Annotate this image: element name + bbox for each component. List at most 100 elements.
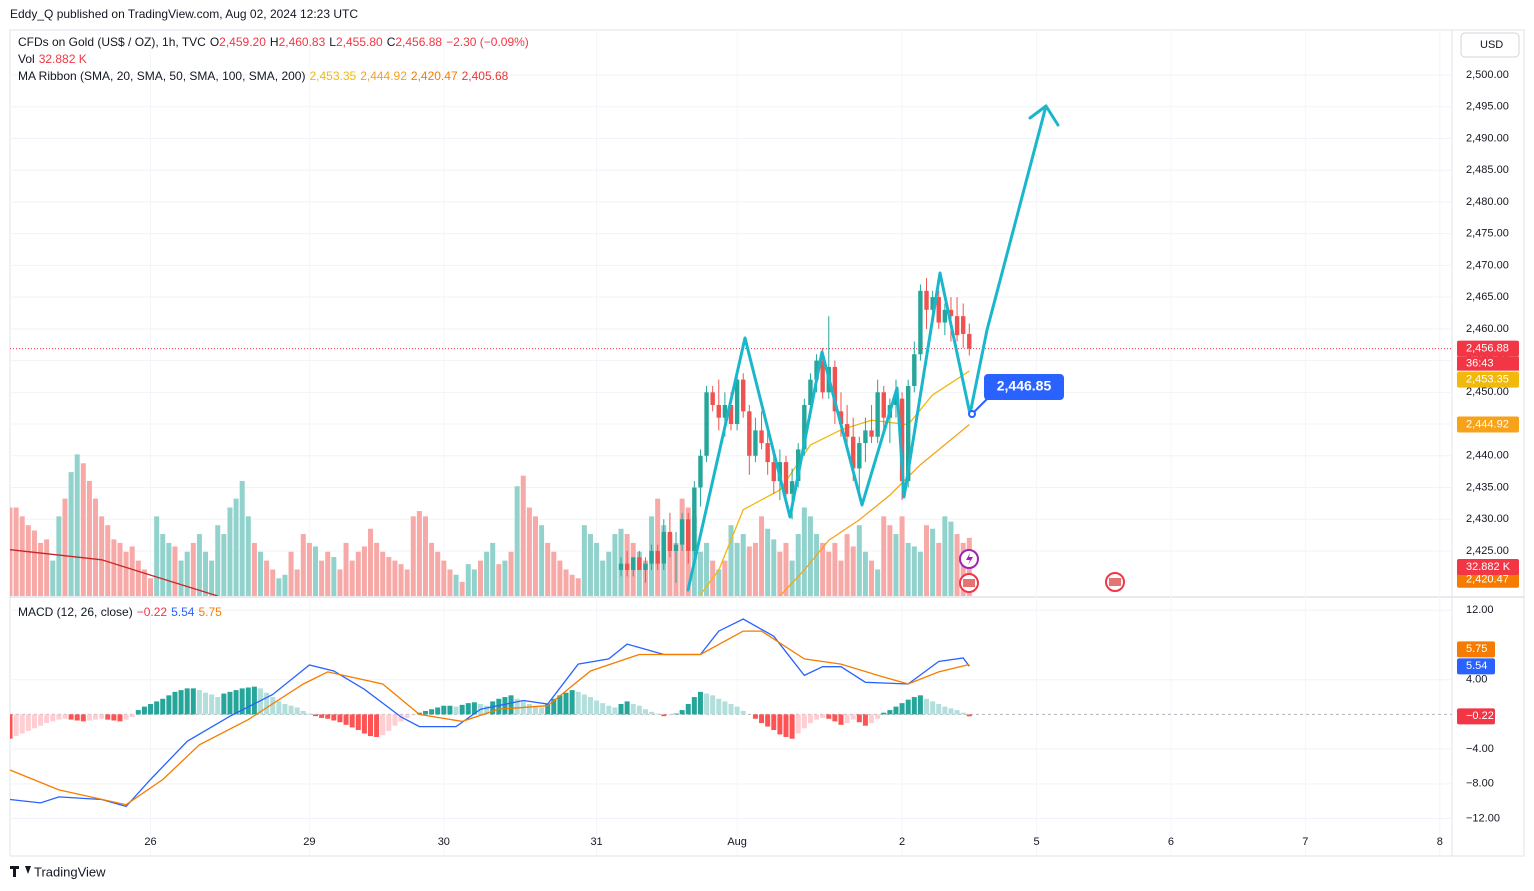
volume-bar [355,551,361,596]
price-tag-label: 2,456.88 [1466,343,1509,355]
y-tick-label: 2,450.00 [1466,386,1509,398]
volume-bar [129,546,135,596]
macd-histogram-bar [380,714,386,736]
candle-body [942,309,948,323]
y-tick-label: 2,430.00 [1466,513,1509,525]
macd-histogram-bar [649,711,655,715]
currency: USD [1480,39,1503,51]
volume-bar [245,516,251,596]
macd-histogram-bar [13,714,19,737]
price-tag-label: 2,453.35 [1466,374,1509,386]
macd-histogram-bar [10,714,13,739]
macd-histogram-bar [172,691,178,715]
macd-histogram-bar [44,714,50,724]
volume-bar [190,542,196,596]
macd-histogram-bar [123,714,129,720]
macd-histogram-bar [264,692,270,715]
volume-bar [636,551,642,596]
macd-histogram-bar [789,714,795,739]
candle-body [948,309,954,317]
macd-histogram-bar [759,714,765,724]
y-tick-label: 12.00 [1466,604,1494,616]
candle-body [667,531,673,551]
macd-histogram-bar [630,704,636,715]
volume-bar [135,560,141,596]
macd-histogram-bar [86,714,92,721]
macd-histogram-bar [771,714,777,731]
volume-bar [374,542,380,596]
volume-bar [325,551,331,596]
volume-bar [166,542,172,596]
volume-bar [337,569,343,596]
volume-bar [319,560,325,596]
y-tick-label: −12.00 [1466,812,1500,824]
volume-bar [258,551,264,596]
volume-bar [56,516,62,596]
x-tick-label: 30 [438,836,450,848]
price-pane [10,278,1452,596]
volume-bar [838,560,844,596]
macd-histogram-bar [587,697,593,715]
volume-bar [814,534,820,596]
volume-bar [899,516,905,596]
macd-histogram-bar [563,692,569,715]
x-tick-label: Aug [727,836,747,848]
x-tick-label: 5 [1033,836,1039,848]
macd-histogram-bar [368,714,373,737]
candle-body [832,366,838,412]
volume-bar [288,551,294,596]
y-tick-label: 2,465.00 [1466,291,1509,303]
macd-histogram-bar [294,707,300,715]
volume-bar [68,472,74,596]
event-icons [959,549,1125,593]
volume-bar [532,516,538,596]
callout-box [984,374,1064,400]
candle-body [912,354,917,386]
macd-histogram-bar [80,714,86,722]
candle-body [789,481,795,494]
volume-bar [264,560,270,596]
volume-bar [875,569,881,596]
candle-body [624,563,630,570]
volume-bar [435,551,441,596]
volume-bar [74,454,80,596]
macd-histogram-bar [618,704,624,715]
candle-body [808,379,813,406]
currency-button[interactable] [1460,32,1520,58]
volume-bar [551,551,557,596]
volume-bar [869,560,875,596]
volume-bar [514,486,520,596]
macd-histogram-bar [496,698,502,715]
volume-bar [294,569,300,596]
volume-bar [453,574,459,596]
publisher: Eddy_Q published on TradingView.com, Aug… [10,7,359,21]
macd-histogram-bar [135,710,141,715]
candle-body [844,424,850,437]
volume-bar [820,542,826,596]
candle-body [967,333,972,349]
candle-body [863,430,868,444]
volume-bar [704,542,710,596]
volume-bar [276,578,282,596]
x-tick-label: 2 [899,836,905,848]
candle-body [710,392,715,406]
volume-bar [343,542,349,596]
candle-body [661,531,666,564]
ohlc-value: 2,456.88 [395,35,443,49]
volume-bar [178,560,184,596]
volume-bar [930,528,936,596]
candle-body [643,563,648,570]
volume-bar [416,511,422,596]
change: −2.30 (−0.09%) [446,35,529,49]
volume-bar [734,542,740,596]
price-tag-label: 2,420.47 [1466,574,1509,586]
ohlc-key: H [269,35,279,49]
legend-volume: Vol 32.882 K [18,52,91,66]
macd-histogram-bar [551,698,557,715]
volume-bar [19,516,25,596]
volume-bar [380,551,386,596]
ma-label: MA Ribbon (SMA, 20, SMA, 50, SMA, 100, S… [18,69,306,83]
candle-body [716,405,721,418]
volume-bar [368,528,373,596]
